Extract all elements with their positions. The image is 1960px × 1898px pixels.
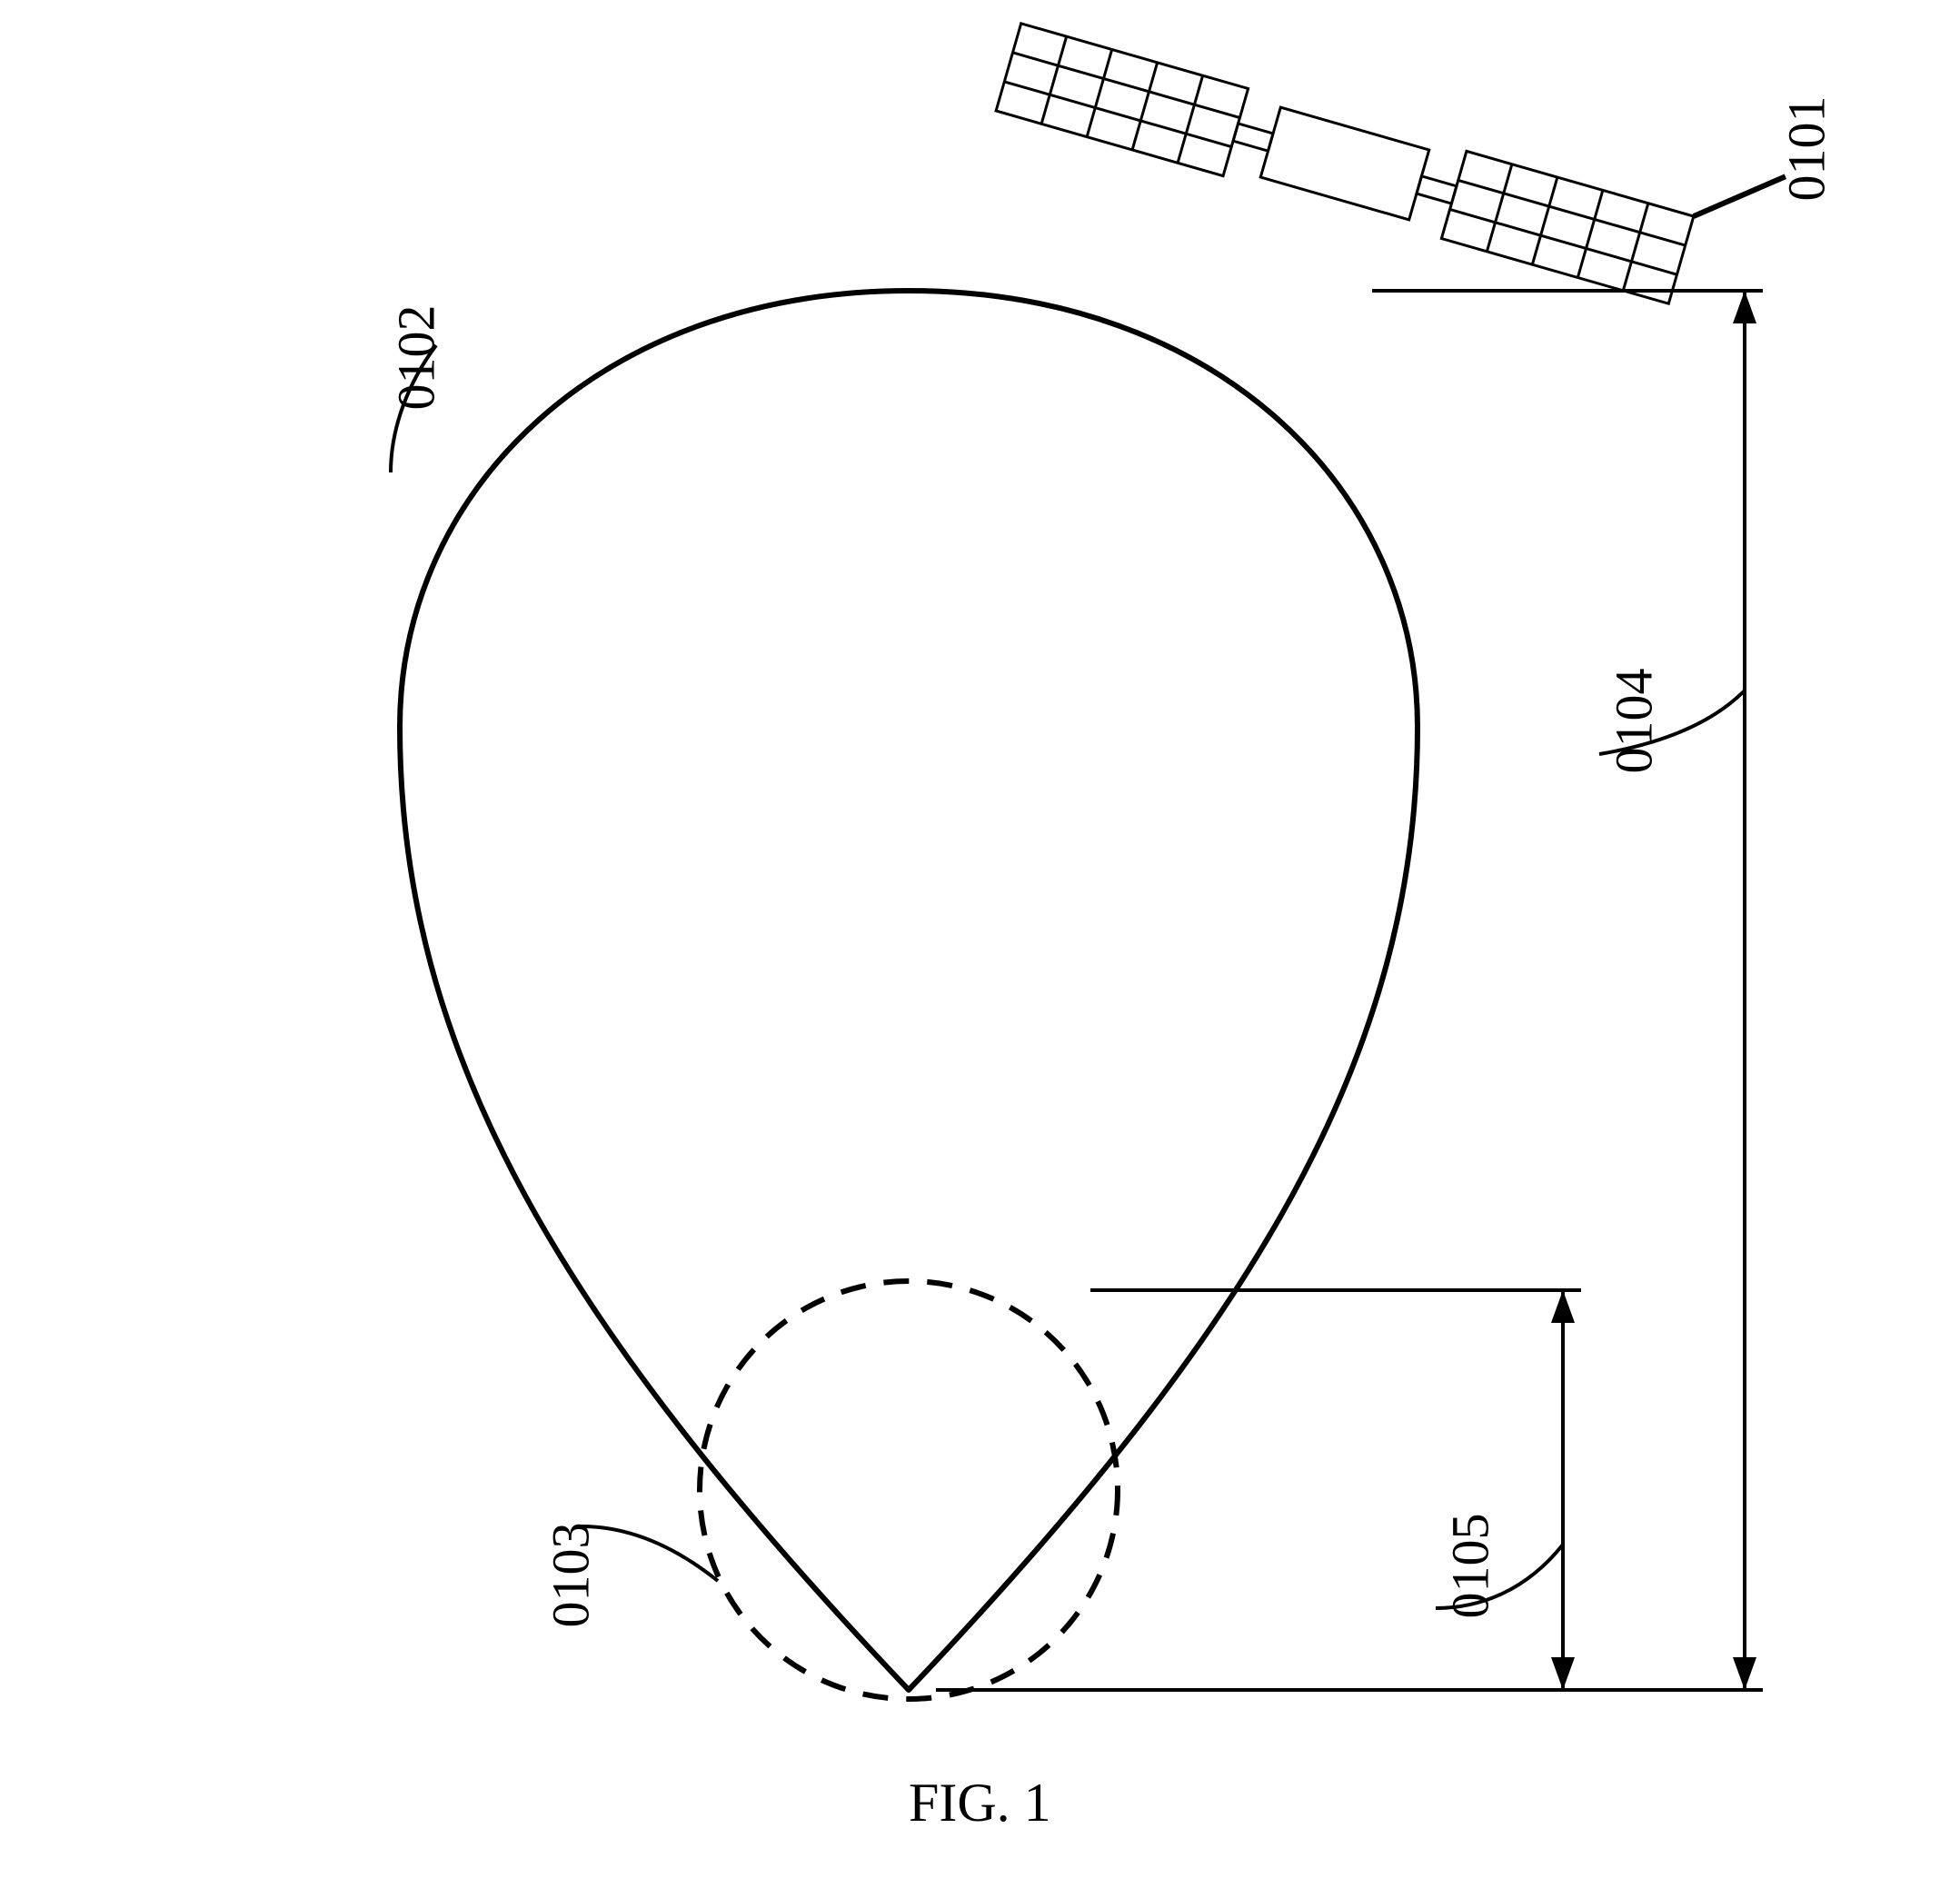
dashed-circle bbox=[700, 1281, 1118, 1699]
ref-label-0105: 0105 bbox=[1440, 1514, 1501, 1619]
ref-label-0102: 0102 bbox=[386, 305, 447, 411]
satellite-panel-left bbox=[996, 24, 1248, 176]
figure-canvas bbox=[0, 0, 1960, 1898]
leader-0101 bbox=[1694, 155, 1786, 238]
leader-0103 bbox=[582, 1526, 718, 1581]
satellite bbox=[996, 0, 1786, 325]
satellite-strut-right bbox=[1417, 176, 1457, 204]
teardrop-shape bbox=[400, 291, 1418, 1690]
satellite-body bbox=[1260, 107, 1428, 220]
satellite-strut-left bbox=[1233, 124, 1273, 151]
figure-caption: FIG. 1 bbox=[909, 1772, 1051, 1834]
ref-label-0101: 0101 bbox=[1776, 96, 1837, 202]
satellite-panel-right bbox=[1441, 151, 1693, 303]
ref-label-0104: 0104 bbox=[1604, 669, 1665, 774]
ref-label-0103: 0103 bbox=[541, 1523, 602, 1628]
